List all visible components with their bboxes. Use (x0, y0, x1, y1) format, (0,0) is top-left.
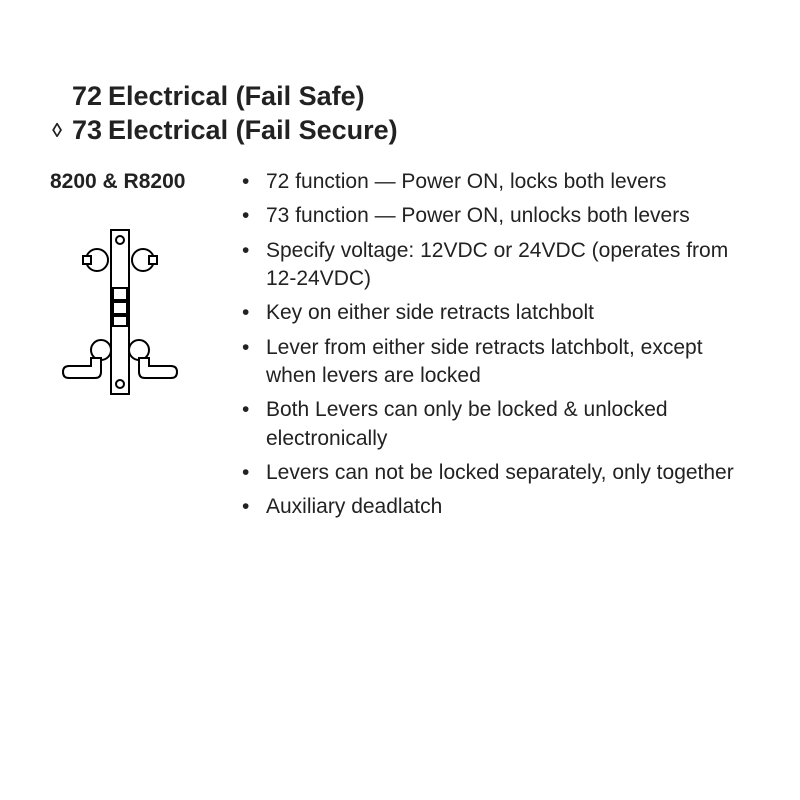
spec-bullets: 72 function — Power ON, locks both lever… (238, 168, 748, 528)
list-item: Both Levers can only be locked & unlocke… (238, 396, 748, 453)
heading-2-number: 73 (62, 114, 102, 148)
heading-line-1: 72Electrical (Fail Safe) (50, 80, 398, 114)
list-item: 73 function — Power ON, unlocks both lev… (238, 202, 748, 230)
headings-block: 72Electrical (Fail Safe) ◊73Electrical (… (50, 80, 398, 148)
heading-2-text: Electrical (Fail Secure) (108, 115, 398, 145)
heading-line-2: ◊73Electrical (Fail Secure) (50, 114, 398, 148)
spec-list: 72 function — Power ON, locks both lever… (238, 168, 748, 522)
list-item: Auxiliary deadlatch (238, 493, 748, 521)
model-numbers: 8200 & R8200 (50, 170, 185, 194)
list-item: Key on either side retracts latchbolt (238, 299, 748, 327)
heading-1-number: 72 (50, 80, 102, 114)
page: 72Electrical (Fail Safe) ◊73Electrical (… (0, 0, 800, 800)
list-item: 72 function — Power ON, locks both lever… (238, 168, 748, 196)
diamond-marker-icon: ◊ (50, 119, 62, 144)
lock-diagram (55, 222, 185, 407)
list-item: Lever from either side retracts latchbol… (238, 334, 748, 391)
lock-diagram-svg (55, 222, 185, 402)
heading-1-text: Electrical (Fail Safe) (108, 81, 365, 111)
list-item: Specify voltage: 12VDC or 24VDC (operate… (238, 237, 748, 294)
list-item: Levers can not be locked separately, onl… (238, 459, 748, 487)
